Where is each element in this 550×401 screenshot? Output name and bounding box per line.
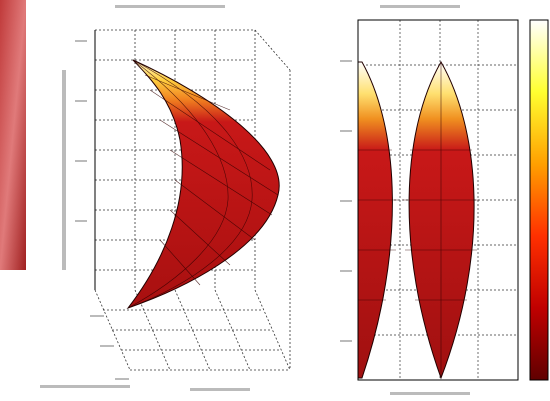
tick-labels-blurred-part — [115, 5, 225, 8]
right-lens — [409, 62, 474, 378]
tick-labels-blurred-part — [340, 130, 352, 132]
figure — [0, 0, 550, 401]
colorbar — [530, 20, 548, 380]
background-photo — [0, 0, 26, 270]
tick-labels-blurred-part — [340, 340, 352, 342]
tick-labels-blurred-part — [75, 100, 87, 102]
tick-labels-blurred-part — [40, 385, 130, 388]
tick-labels-blurred-part — [340, 200, 352, 202]
tick-labels-blurred-part — [75, 40, 87, 42]
tick-labels-blurred-part — [75, 160, 87, 162]
page: {} — [0, 0, 550, 401]
surface — [128, 60, 279, 308]
tick-labels-blurred-part — [90, 315, 104, 317]
tick-labels-blurred-part — [75, 220, 87, 222]
left-lens — [358, 62, 392, 378]
left-plot-box-part — [255, 30, 290, 70]
tick-labels-blurred-part — [340, 60, 352, 62]
tick-labels-blurred-part — [62, 70, 66, 270]
tick-labels-blurred-part — [190, 388, 250, 391]
tick-labels-blurred-part — [340, 270, 352, 272]
tick-labels-blurred-part — [380, 5, 460, 8]
tick-labels-blurred-part — [115, 378, 129, 380]
tick-labels-blurred-part — [100, 345, 114, 347]
tick-labels-blurred-part — [390, 392, 470, 395]
